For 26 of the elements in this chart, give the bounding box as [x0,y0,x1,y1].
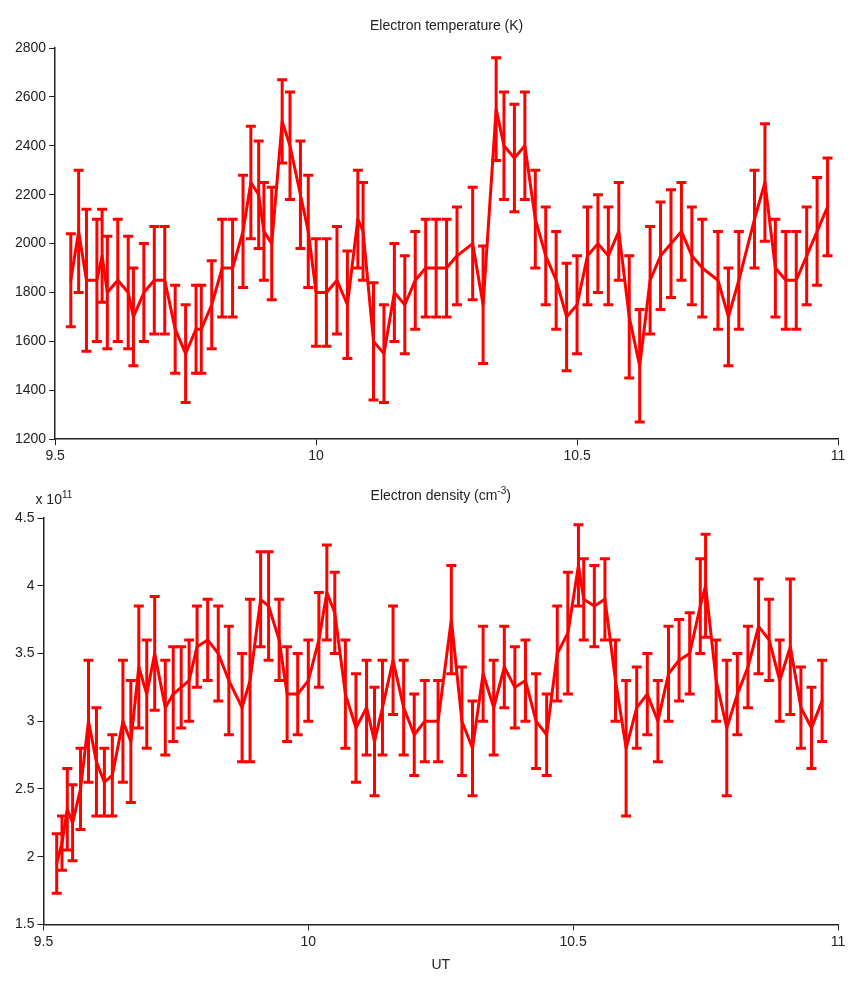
y-tick-label: 1800 [14,283,47,300]
y-tick-label: 2 [26,847,35,864]
x-tick-label: 9.5 [45,447,66,464]
y-tick-label: 1600 [14,332,47,349]
y-tick-label: 1200 [14,430,47,447]
y-tick-label: 2.5 [14,779,35,796]
x-tick-label: 9.5 [33,932,54,949]
x-axis-title: UT [431,956,451,973]
y-tick-label: 2000 [14,234,47,251]
x-tick-label: 10.5 [559,932,587,949]
x-tick-label: 11 [830,932,846,949]
y-tick-label: 2200 [14,185,47,202]
x-tick-label: 10 [308,447,325,464]
y-tick-label: 4.5 [14,508,35,525]
y-tick-label: 3.5 [14,644,35,661]
y-tick-label: 1.5 [14,915,35,932]
y-tick-label: 4 [26,576,35,593]
y-tick-label: 2800 [14,38,47,55]
y-tick-label: 1400 [14,381,47,398]
chart-title: Electron temperature (K) [369,17,524,33]
y-tick-label: 3 [26,712,35,729]
y-tick-label: 2600 [14,87,47,104]
y-tick-label: 2400 [14,136,47,153]
x-tick-label: 10 [300,932,317,949]
x-tick-label: 10.5 [563,447,591,464]
x-tick-label: 11 [830,447,846,464]
